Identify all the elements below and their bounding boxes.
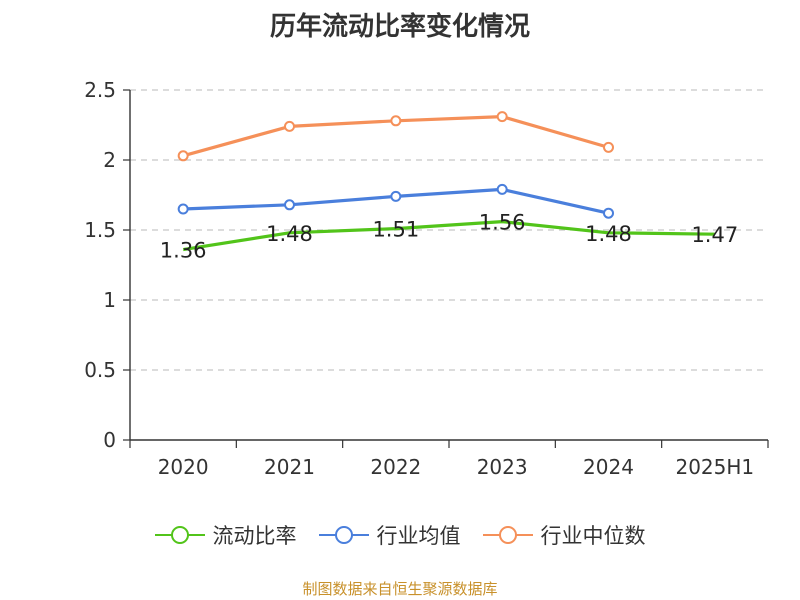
series-lines	[177, 111, 715, 252]
x-tick-label: 2023	[477, 455, 528, 479]
legend-label: 流动比率	[212, 524, 297, 548]
grid-lines	[130, 89, 768, 371]
y-tick-label: 1.5	[84, 218, 116, 242]
x-tick-label: 2024	[583, 455, 634, 479]
source-footnote: 制图数据来自恒生聚源数据库	[302, 580, 498, 598]
chart-title: 历年流动比率变化情况	[269, 12, 530, 42]
x-tick-label: 2022	[370, 455, 421, 479]
legend-swatch	[318, 526, 369, 544]
axes: 0 0.5 1 1.5 2 2.5 2020 2021 2022 2023 2024 2025H1	[84, 78, 769, 479]
data-label: 1.48	[585, 222, 632, 246]
legend-label: 行业均值	[376, 524, 461, 548]
legend-marker	[170, 526, 189, 544]
data-label: 1.36	[160, 239, 207, 263]
series-line-0	[182, 220, 715, 252]
legend-swatch	[482, 526, 533, 544]
y-tick-label: 2	[103, 148, 116, 172]
data-label: 1.48	[266, 222, 313, 246]
data-point	[390, 190, 402, 202]
y-tick-label: 2.5	[84, 78, 116, 102]
x-tick-label: 2025H1	[675, 455, 754, 479]
y-tick-label: 0.5	[84, 358, 116, 382]
data-point	[496, 183, 508, 195]
data-label: 1.51	[372, 218, 419, 242]
data-point	[603, 141, 614, 153]
data-point	[496, 111, 508, 123]
data-point	[284, 199, 295, 211]
data-labels: 1.36 1.48 1.51 1.56 1.48 1.47	[160, 211, 738, 263]
data-point	[390, 115, 402, 127]
data-point	[284, 120, 295, 132]
legend-item[interactable]: 行业均值	[318, 520, 461, 550]
data-label: 1.47	[691, 223, 738, 247]
data-point	[603, 207, 614, 219]
data-point	[177, 150, 189, 162]
legend-label: 行业中位数	[540, 524, 646, 548]
y-tick-label: 1	[103, 288, 116, 312]
x-tick-label: 2021	[264, 455, 315, 479]
y-tick-label: 0	[103, 428, 116, 452]
legend-marker	[498, 526, 517, 544]
legend-item[interactable]: 行业中位数	[482, 520, 646, 550]
data-label: 1.56	[479, 211, 526, 235]
legend-item[interactable]: 流动比率	[154, 520, 297, 550]
x-tick-label: 2020	[158, 455, 209, 479]
legend: 流动比率 行业均值 行业中位数	[0, 520, 800, 550]
data-point	[177, 203, 189, 215]
legend-marker	[334, 526, 353, 544]
legend-swatch	[154, 526, 205, 544]
